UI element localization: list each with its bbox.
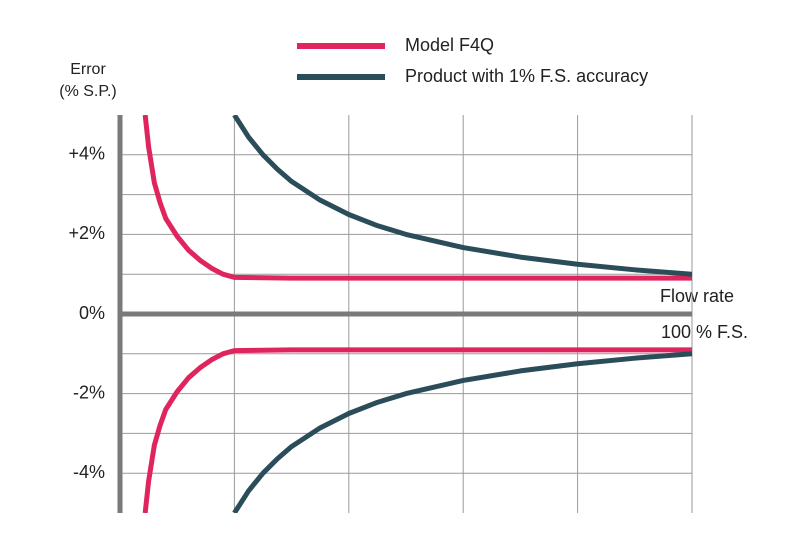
annotation: 100 % F.S. [661,322,748,342]
plot-area [142,115,692,513]
y-tick-label: +2% [68,223,105,243]
series-line [232,115,692,277]
y-axis-label: Error [70,61,106,78]
annotation: Flow rate [660,286,734,306]
legend-label: Product with 1% F.S. accuracy [405,66,648,86]
y-tick-label: -4% [73,462,105,482]
series-line [142,347,692,513]
y-tick-label: 0% [79,303,105,323]
series-line [232,351,692,513]
legend-label: Model F4Q [405,35,494,55]
y-tick-label: +4% [68,144,105,164]
series-line [142,115,692,281]
y-tick-label: -2% [73,382,105,402]
y-axis-label: (% S.P.) [59,83,117,100]
